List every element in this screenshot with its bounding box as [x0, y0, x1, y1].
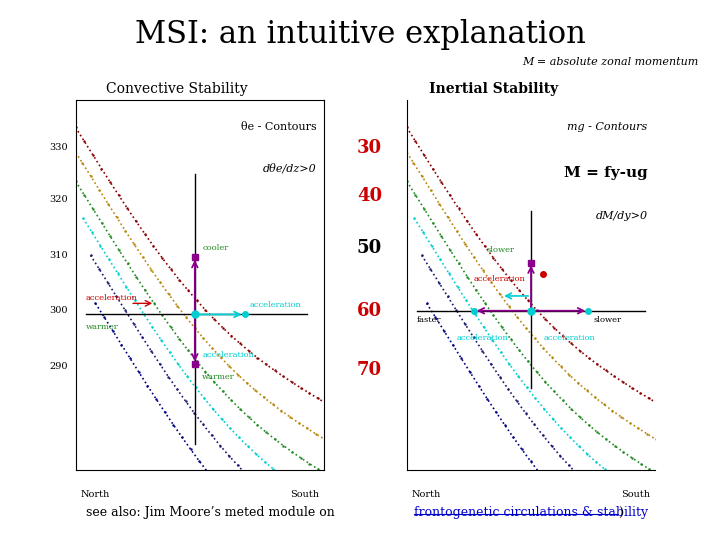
Text: frontogenetic circulations & stability: frontogenetic circulations & stability — [414, 507, 648, 519]
Text: South: South — [290, 490, 319, 499]
Text: 330: 330 — [50, 144, 68, 152]
Text: acceleration: acceleration — [86, 294, 138, 302]
Text: 320: 320 — [50, 195, 68, 204]
Text: 300: 300 — [50, 306, 68, 315]
Text: acceleration: acceleration — [202, 351, 254, 359]
Text: 60: 60 — [357, 302, 382, 320]
Text: ): ) — [618, 507, 623, 519]
Text: acceleration: acceleration — [456, 334, 508, 342]
Text: acceleration: acceleration — [474, 275, 526, 283]
Text: θe - Contours: θe - Contours — [240, 122, 317, 132]
Text: 70: 70 — [357, 361, 382, 379]
Text: warmer: warmer — [202, 373, 235, 381]
Text: North: North — [81, 490, 110, 499]
Text: 40: 40 — [357, 187, 382, 205]
Text: North: North — [412, 490, 441, 499]
Text: M = fy-ug: M = fy-ug — [564, 166, 648, 180]
Text: acceleration: acceleration — [249, 301, 302, 309]
Text: warmer: warmer — [86, 323, 118, 331]
Text: cooler: cooler — [202, 244, 228, 252]
Text: 310: 310 — [50, 251, 68, 260]
Text: see also: Jim Moore’s meted module on: see also: Jim Moore’s meted module on — [86, 507, 339, 519]
Text: slower: slower — [486, 246, 514, 254]
Text: acceleration: acceleration — [544, 334, 595, 342]
Text: 30: 30 — [357, 139, 382, 157]
Text: South: South — [621, 490, 650, 499]
Text: dM/dy>0: dM/dy>0 — [595, 211, 648, 221]
Text: mg - Contours: mg - Contours — [567, 122, 648, 132]
Text: slower: slower — [593, 316, 621, 324]
Text: M = absolute zonal momentum: M = absolute zonal momentum — [522, 57, 698, 67]
Text: faster: faster — [417, 316, 441, 324]
Text: Inertial Stability: Inertial Stability — [428, 82, 558, 96]
Text: 50: 50 — [356, 239, 382, 257]
Text: dθe/dz>0: dθe/dz>0 — [263, 163, 317, 173]
Text: 290: 290 — [50, 362, 68, 371]
Text: MSI: an intuitive explanation: MSI: an intuitive explanation — [135, 19, 585, 50]
Text: Convective Stability: Convective Stability — [106, 82, 247, 96]
